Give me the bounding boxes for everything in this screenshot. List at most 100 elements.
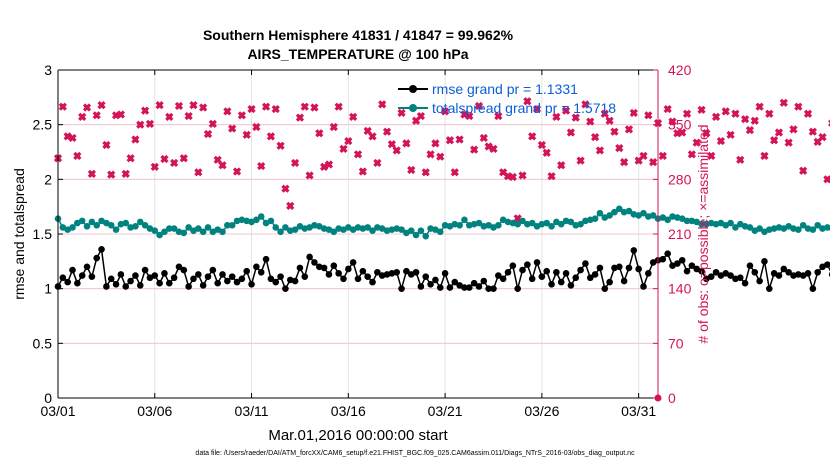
totalspread-point bbox=[224, 221, 231, 229]
totalspread-point bbox=[640, 209, 647, 217]
rmse-point bbox=[504, 268, 512, 276]
rmse-point bbox=[185, 283, 192, 290]
rmse-point bbox=[785, 268, 792, 276]
obs-point-core bbox=[747, 127, 753, 133]
obs-point bbox=[97, 101, 106, 110]
y2-axis-title: # of obs: o=possible; ×=assimilated bbox=[695, 124, 711, 343]
totalspread-point bbox=[746, 224, 754, 231]
obs-point-core bbox=[384, 129, 390, 135]
obs-point-core bbox=[84, 104, 90, 111]
totalspread-point bbox=[756, 225, 763, 232]
totalspread-point bbox=[272, 224, 280, 231]
obs-point bbox=[770, 136, 779, 145]
obs-point-core bbox=[103, 142, 109, 148]
obs-point bbox=[421, 168, 430, 177]
obs-point bbox=[358, 167, 367, 176]
obs-point bbox=[649, 158, 658, 167]
rmse-point bbox=[335, 270, 342, 277]
totalspread-point bbox=[364, 224, 371, 231]
obs-point bbox=[818, 133, 827, 142]
obs-point-core bbox=[437, 154, 443, 160]
rmse-point bbox=[775, 272, 783, 279]
obs-point-core bbox=[297, 115, 303, 121]
obs-point-core bbox=[636, 157, 642, 164]
obs-point-core bbox=[592, 134, 598, 140]
obs-point bbox=[349, 112, 358, 121]
obs-point bbox=[537, 140, 546, 150]
rmse-point bbox=[325, 271, 333, 278]
obs-point-core bbox=[815, 139, 821, 145]
legend-spread-marker bbox=[409, 104, 417, 112]
obs-point bbox=[228, 124, 237, 133]
obs-point-core bbox=[708, 153, 714, 159]
obs-point-core bbox=[137, 122, 143, 128]
rmse-point bbox=[432, 276, 439, 284]
obs-point bbox=[750, 116, 759, 125]
obs-point bbox=[726, 130, 735, 139]
obs-point-core bbox=[326, 161, 332, 168]
obs-point bbox=[528, 132, 537, 141]
totalspread-point bbox=[165, 225, 173, 232]
totalspread-point bbox=[83, 223, 91, 230]
obs-point-core bbox=[195, 169, 201, 175]
obs-point-core bbox=[423, 169, 429, 175]
obs-point-core bbox=[476, 103, 482, 109]
obs-point bbox=[276, 141, 285, 150]
rmse-point bbox=[470, 279, 478, 287]
obs-point bbox=[479, 133, 488, 143]
rmse-point bbox=[117, 271, 125, 278]
obs-point bbox=[310, 103, 319, 112]
obs-point bbox=[721, 107, 730, 116]
rmse-point bbox=[349, 259, 357, 266]
rmse-point bbox=[674, 260, 681, 267]
obs-point-core bbox=[418, 113, 424, 119]
rmse-point bbox=[509, 262, 517, 270]
obs-point bbox=[305, 171, 314, 180]
rmse-point bbox=[533, 259, 541, 266]
obs-point bbox=[571, 113, 580, 122]
data-file-footnote: data file: /Users/raeder/DAI/ATM_forcXX/… bbox=[195, 450, 635, 457]
obs-point-core bbox=[132, 136, 139, 143]
obs-point-core bbox=[771, 137, 777, 143]
obs-point-core bbox=[819, 134, 826, 140]
obs-point bbox=[213, 155, 222, 164]
obs-point-core bbox=[118, 111, 124, 118]
obs-point-core bbox=[65, 133, 71, 139]
obs-point bbox=[803, 109, 813, 118]
obs-point-core bbox=[631, 110, 637, 116]
obs-point bbox=[615, 143, 624, 153]
obs-point-core bbox=[495, 113, 501, 119]
rmse-point bbox=[107, 275, 115, 283]
obs-point-core bbox=[239, 112, 245, 118]
y-tick-label: 0 bbox=[44, 390, 52, 406]
obs-point-core bbox=[524, 98, 530, 104]
obs-point-core bbox=[408, 167, 414, 173]
totalspread-point bbox=[461, 216, 468, 224]
obs-point-core bbox=[374, 160, 380, 166]
obs-point-core bbox=[587, 118, 593, 125]
y-tick-label: 2.5 bbox=[33, 117, 53, 133]
rmse-point bbox=[698, 267, 705, 275]
obs-point-core bbox=[732, 111, 739, 117]
obs-point bbox=[586, 117, 595, 126]
obs-point bbox=[68, 133, 77, 143]
obs-point bbox=[295, 113, 305, 122]
obs-point-core bbox=[379, 101, 385, 107]
obs-point bbox=[58, 102, 67, 111]
totalspread-point bbox=[436, 228, 444, 236]
rmse-point bbox=[461, 284, 468, 291]
obs-point bbox=[155, 101, 164, 110]
obs-point bbox=[755, 102, 764, 111]
obs-point bbox=[208, 119, 217, 128]
totalspread-point bbox=[69, 224, 76, 231]
obs-point bbox=[290, 158, 300, 168]
obs-point-core bbox=[369, 133, 376, 139]
obs-point-core bbox=[611, 129, 618, 135]
obs-point-core bbox=[694, 140, 700, 146]
totalspread-point bbox=[161, 228, 168, 236]
x-axis-label: Mar.01,2016 00:00:00 start bbox=[268, 427, 448, 444]
obs-point bbox=[547, 172, 556, 181]
obs-point bbox=[160, 154, 169, 164]
obs-point-core bbox=[515, 215, 521, 221]
